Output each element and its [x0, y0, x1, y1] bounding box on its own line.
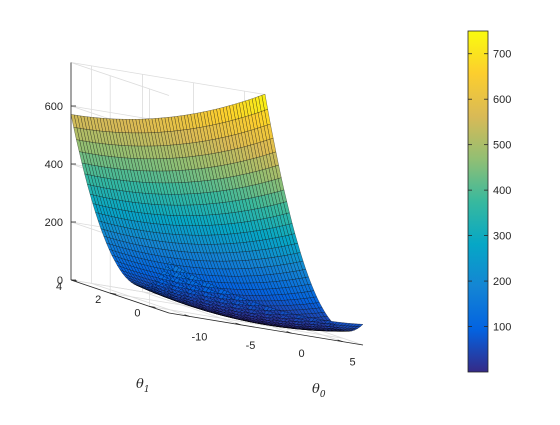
x-axis-label: θ0 [312, 382, 326, 400]
x-tick-label: -10 [191, 331, 207, 343]
x-tick-label: 5 [350, 357, 356, 369]
y-tick [110, 293, 116, 294]
x-tick-label: -5 [246, 340, 256, 352]
z-tick-label: 600 [45, 101, 63, 113]
z-tick-label: 400 [45, 159, 63, 171]
colorbar-tick-label: 400 [493, 185, 511, 197]
axes-box-edge [71, 63, 265, 95]
z-tick-label: 200 [45, 217, 63, 229]
colorbar-tick-label: 200 [493, 276, 511, 288]
colorbar-tick-label: 300 [493, 231, 511, 243]
y-tick-label: 0 [134, 307, 140, 319]
colorbar-tick-label: 600 [493, 94, 511, 106]
axes-box-edge [71, 63, 169, 96]
colorbar-tick-label: 700 [493, 49, 511, 61]
z-tick-label: 0 [57, 275, 63, 287]
x-tick-label: 0 [298, 348, 304, 360]
colorbar-gradient [468, 31, 488, 372]
y-tick [149, 306, 155, 307]
colorbar-tick-label: 500 [493, 140, 511, 152]
y-tick-label: 2 [95, 294, 101, 306]
colorbar-tick-label: 100 [493, 322, 511, 334]
surface-mesh [71, 94, 363, 331]
colorbar: 100 200 300 400 500 600 700 [468, 31, 511, 372]
y-axis-label: θ1 [136, 377, 150, 395]
